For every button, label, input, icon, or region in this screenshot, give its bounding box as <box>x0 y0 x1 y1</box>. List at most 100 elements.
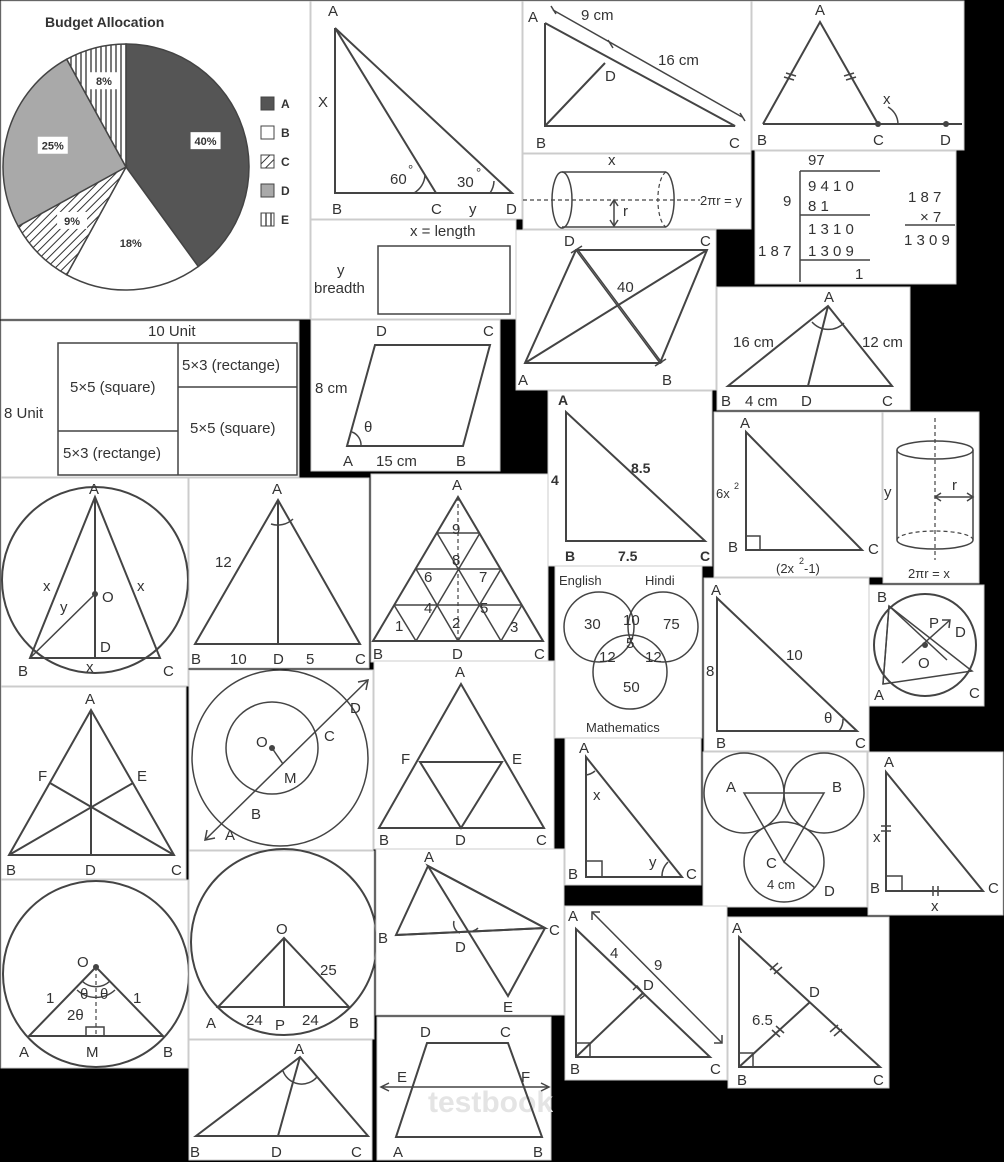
label-a: A <box>528 9 538 26</box>
pie-label-d: 25% <box>42 141 64 153</box>
label-d: D <box>824 883 835 900</box>
label-a: A <box>19 1044 29 1061</box>
figure-exterior-angle: A x B C D <box>751 0 965 151</box>
angle-theta-right: θ <box>100 986 108 1003</box>
length-16cm: 16 cm <box>658 52 699 69</box>
center-o: O <box>256 734 268 751</box>
label-c: C <box>536 832 547 849</box>
remainder: 1 <box>855 266 863 283</box>
label-c: C <box>355 651 366 668</box>
label-c: C <box>868 541 879 558</box>
label-a: A <box>815 2 825 19</box>
radius-25: 25 <box>320 962 337 979</box>
label-a: A <box>824 289 834 306</box>
label-a: A <box>732 920 742 937</box>
label-a: A <box>393 1144 403 1161</box>
label-b: B <box>378 930 388 947</box>
label-c: C <box>534 646 545 663</box>
remainder-1: 1 3 1 0 <box>808 221 854 238</box>
pie-label-bg <box>37 136 68 154</box>
half-chord-24-left: 24 <box>246 1012 263 1029</box>
divisor: 9 <box>783 193 791 210</box>
label-c: C <box>873 132 884 149</box>
label-d: D <box>455 939 466 956</box>
label-c: C <box>171 862 182 879</box>
label-b: B <box>662 372 672 389</box>
angle-30: 30 <box>457 174 474 191</box>
subtract-2: 1 3 0 9 <box>808 243 854 260</box>
center-o: O <box>102 589 114 606</box>
figure-long-division: 97 9 9 4 1 0 8 1 1 3 1 0 1 8 7 1 3 0 9 1… <box>754 150 957 285</box>
label-m: M <box>284 770 297 787</box>
figure-bowtie: A B D C E <box>375 848 565 1016</box>
angle-theta-left: θ <box>80 986 88 1003</box>
label-a: A <box>206 1015 216 1032</box>
label-m: M <box>86 1044 99 1061</box>
label-length: x = length <box>410 223 475 240</box>
cell-1: 1 <box>395 618 403 635</box>
label-c: C <box>882 393 893 410</box>
legend-swatch-d <box>260 183 275 198</box>
hypotenuse-8-5: 8.5 <box>631 460 651 476</box>
base-7-5: 7.5 <box>618 548 638 564</box>
figure-parallelogram: D C 8 cm θ A 15 cm B <box>310 319 501 472</box>
length-4: 4 <box>610 945 618 962</box>
side-x-left: x <box>43 578 51 595</box>
value-6-5: 6.5 <box>752 1012 773 1029</box>
label-hindi: Hindi <box>645 573 675 588</box>
label-a: A <box>85 691 95 708</box>
label-b: B <box>570 1061 580 1078</box>
label-a: A <box>452 477 462 494</box>
cell-4: 4 <box>424 600 432 617</box>
label-c: C <box>351 1144 362 1161</box>
figure-circle-isosceles: A x O x y D B x C <box>0 477 189 687</box>
figure-rectangle: x = length y breadth <box>310 219 517 320</box>
only-math: 50 <box>623 679 640 696</box>
label-d: D <box>350 700 361 717</box>
degree-sign: ° <box>476 165 481 180</box>
pie-slice-b <box>65 165 200 291</box>
cell-rect-1: 5×3 (rectange) <box>182 357 280 374</box>
label-f: F <box>38 768 47 785</box>
label-b: B <box>728 539 738 556</box>
base-15cm: 15 cm <box>376 453 417 470</box>
figure-midpoint-triangle: A F E B D C <box>373 660 555 850</box>
label-d: D <box>940 132 951 149</box>
seg-5: 5 <box>306 651 314 668</box>
side-x: x <box>873 829 881 846</box>
side-4: 4 <box>551 472 559 488</box>
label-b: B <box>191 651 201 668</box>
legend-swatch-a <box>260 96 275 111</box>
label-a: A <box>579 740 589 757</box>
pie-label-bg <box>115 234 146 252</box>
label-8-unit: 8 Unit <box>4 405 44 422</box>
label-c: C <box>700 548 710 564</box>
angle-theta: θ <box>364 419 372 436</box>
label-b: B <box>721 393 731 410</box>
side-12: 12 <box>215 554 232 571</box>
label-c: C <box>483 323 494 340</box>
figure-medians: A F E B D C <box>0 686 187 880</box>
label-b: B <box>870 880 880 897</box>
label-a: A <box>455 664 465 681</box>
all-three: 5 <box>626 635 634 652</box>
pie-slice-a <box>125 43 250 268</box>
label-b: B <box>533 1144 543 1161</box>
label-y: y <box>469 201 477 218</box>
label-c: C <box>700 233 711 250</box>
equation: 2πr = y <box>700 193 742 208</box>
pie-label-bg <box>190 132 221 150</box>
figure-triangle-60-30: A X B C y D 60 ° 30 ° <box>310 0 523 220</box>
angle-2theta: 2θ <box>67 1007 84 1024</box>
figure-triangle-12: A 12 B 10 D 5 C <box>188 477 370 669</box>
figure-concentric-circles: D O C M B A <box>188 669 374 851</box>
label-c: C <box>163 663 174 680</box>
pie-label-bg <box>57 211 88 229</box>
label-d: D <box>809 984 820 1001</box>
only-english: 30 <box>584 616 601 633</box>
only-hindi: 75 <box>663 616 680 633</box>
label-c: C <box>710 1061 721 1078</box>
label-f: F <box>401 751 410 768</box>
legend-swatch-c <box>260 154 275 169</box>
radius-1-right: 1 <box>133 990 141 1007</box>
